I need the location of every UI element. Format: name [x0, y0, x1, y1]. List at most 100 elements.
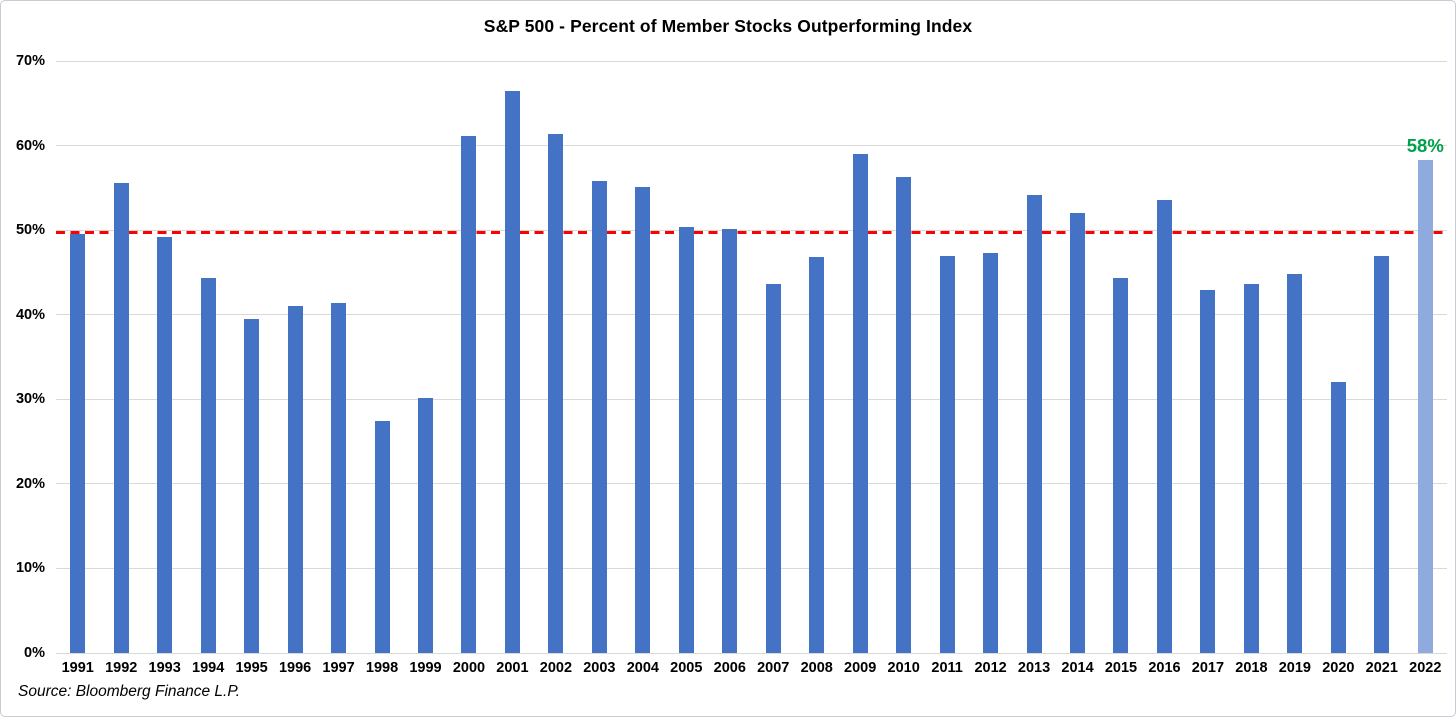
plot-area: 58%: [56, 60, 1447, 654]
bar-2018: [1243, 284, 1259, 653]
x-tick-label-1996: 1996: [278, 660, 312, 676]
bar-slot-2011: [925, 61, 968, 653]
x-tick-label-2014: 2014: [1061, 660, 1094, 676]
y-tick-label: 70%: [15, 53, 45, 69]
bar-slot-2010: [882, 61, 925, 653]
bar-2010: [896, 176, 912, 653]
x-tick-label-2022: 2022: [1409, 660, 1442, 676]
bar-2005: [678, 226, 694, 653]
bar-2016: [1156, 199, 1172, 653]
x-tick-label-2002: 2002: [539, 660, 573, 676]
y-axis: 0% 10% 20% 30% 40% 50% 60% 70%: [1, 53, 56, 661]
bar-2019: [1287, 274, 1303, 653]
bar-slot-1992: [99, 61, 142, 653]
bar-slot-1993: [143, 61, 186, 653]
bar-1994: [200, 278, 216, 653]
bar-2021: [1374, 255, 1390, 653]
gridline: [56, 483, 1447, 485]
gridline: [56, 314, 1447, 316]
bar-2006: [722, 229, 738, 653]
y-tick-label: 10%: [15, 560, 45, 577]
bar-2003: [591, 181, 607, 653]
bar-2014: [1070, 213, 1086, 653]
x-tick-label-2007: 2007: [757, 660, 790, 676]
x-tick-label-2003: 2003: [583, 660, 616, 676]
x-tick-label-2010: 2010: [887, 660, 920, 676]
bar-slot-2002: [534, 61, 577, 653]
bar-slot-2003: [578, 61, 621, 653]
bar-slot-2013: [1012, 61, 1055, 653]
bar-1997: [331, 302, 347, 653]
average-line: [56, 231, 1447, 234]
x-tick-label-2015: 2015: [1104, 660, 1138, 676]
bar-1995: [244, 318, 260, 653]
x-tick-label-2005: 2005: [670, 660, 703, 676]
bar-1996: [287, 306, 303, 653]
bar-2020: [1330, 381, 1346, 653]
bar-2007: [765, 284, 781, 653]
bar-slot-2022: 58%: [1404, 61, 1447, 653]
x-tick-label-2019: 2019: [1278, 660, 1311, 676]
bar-slot-2020: [1317, 61, 1360, 653]
chart-title: S&P 500 - Percent of Member Stocks Outpe…: [483, 16, 973, 36]
bar-slot-2015: [1099, 61, 1142, 653]
x-tick-label-2021: 2021: [1365, 660, 1398, 676]
x-tick-label-1997: 1997: [322, 660, 355, 676]
x-axis: 1991 1992 1993 1994 1995 1996 1997 1998 1999 2000…: [56, 653, 1447, 676]
x-tick-label-1991: 1991: [61, 660, 94, 676]
bar-2012: [983, 252, 999, 653]
source-note: Source: Bloomberg Finance L.P.: [18, 683, 241, 700]
bar-2000: [461, 136, 477, 653]
highlight-bar-value-label: 58%: [1406, 134, 1444, 156]
bar-2009: [852, 154, 868, 653]
x-tick-label-2008: 2008: [800, 660, 833, 676]
bar-2015: [1113, 277, 1129, 653]
bar-slot-2016: [1143, 61, 1186, 653]
bar-slot-1996: [273, 61, 316, 653]
x-tick-label-1994: 1994: [192, 660, 225, 676]
bar-2001: [504, 90, 520, 653]
bar-1999: [417, 397, 433, 653]
bar-slot-1999: [404, 61, 447, 653]
x-tick-label-2001: 2001: [496, 660, 529, 676]
gridline: [56, 60, 1447, 62]
gridline: [56, 145, 1447, 147]
bar-slot-2004: [621, 61, 664, 653]
x-tick-label-2020: 2020: [1322, 660, 1355, 676]
bar-slot-2009: [838, 61, 881, 653]
x-tick-label-2004: 2004: [626, 660, 659, 676]
bar-1992: [113, 182, 129, 653]
bar-2008: [809, 257, 825, 653]
bar-2011: [939, 255, 955, 653]
bar-slot-1998: [360, 61, 403, 653]
x-tick-label-2009: 2009: [844, 660, 877, 676]
y-tick-label: 30%: [15, 391, 45, 408]
bar-slot-2021: [1360, 61, 1403, 653]
x-tick-label-2018: 2018: [1235, 660, 1268, 676]
y-tick-label: 20%: [15, 475, 45, 492]
x-tick-label-1993: 1993: [148, 660, 181, 676]
bar-slot-2008: [795, 61, 838, 653]
x-tick-label-2017: 2017: [1191, 660, 1225, 676]
gridline: [56, 229, 1447, 231]
x-tick-label-2012: 2012: [974, 660, 1007, 676]
gridline: [56, 567, 1447, 569]
bar-slot-1995: [230, 61, 273, 653]
y-tick-label: 50%: [15, 222, 45, 239]
bar-1998: [374, 421, 390, 653]
x-tick-label-1998: 1998: [365, 660, 399, 676]
bar-slot-2000: [447, 61, 490, 653]
bar-slot-2006: [708, 61, 751, 653]
x-tick-label-1992: 1992: [105, 660, 138, 676]
x-tick-label-1995: 1995: [235, 660, 268, 676]
bar-2013: [1026, 195, 1042, 653]
bar-slot-2005: [665, 61, 708, 653]
bar-slot-2019: [1273, 61, 1316, 653]
bar-slot-2018: [1230, 61, 1273, 653]
gridline: [56, 652, 1447, 654]
bar-slot-1994: [186, 61, 229, 653]
x-tick-label-1999: 1999: [409, 660, 442, 676]
bar-slot-2017: [1186, 61, 1229, 653]
bar-1991: [70, 234, 86, 653]
